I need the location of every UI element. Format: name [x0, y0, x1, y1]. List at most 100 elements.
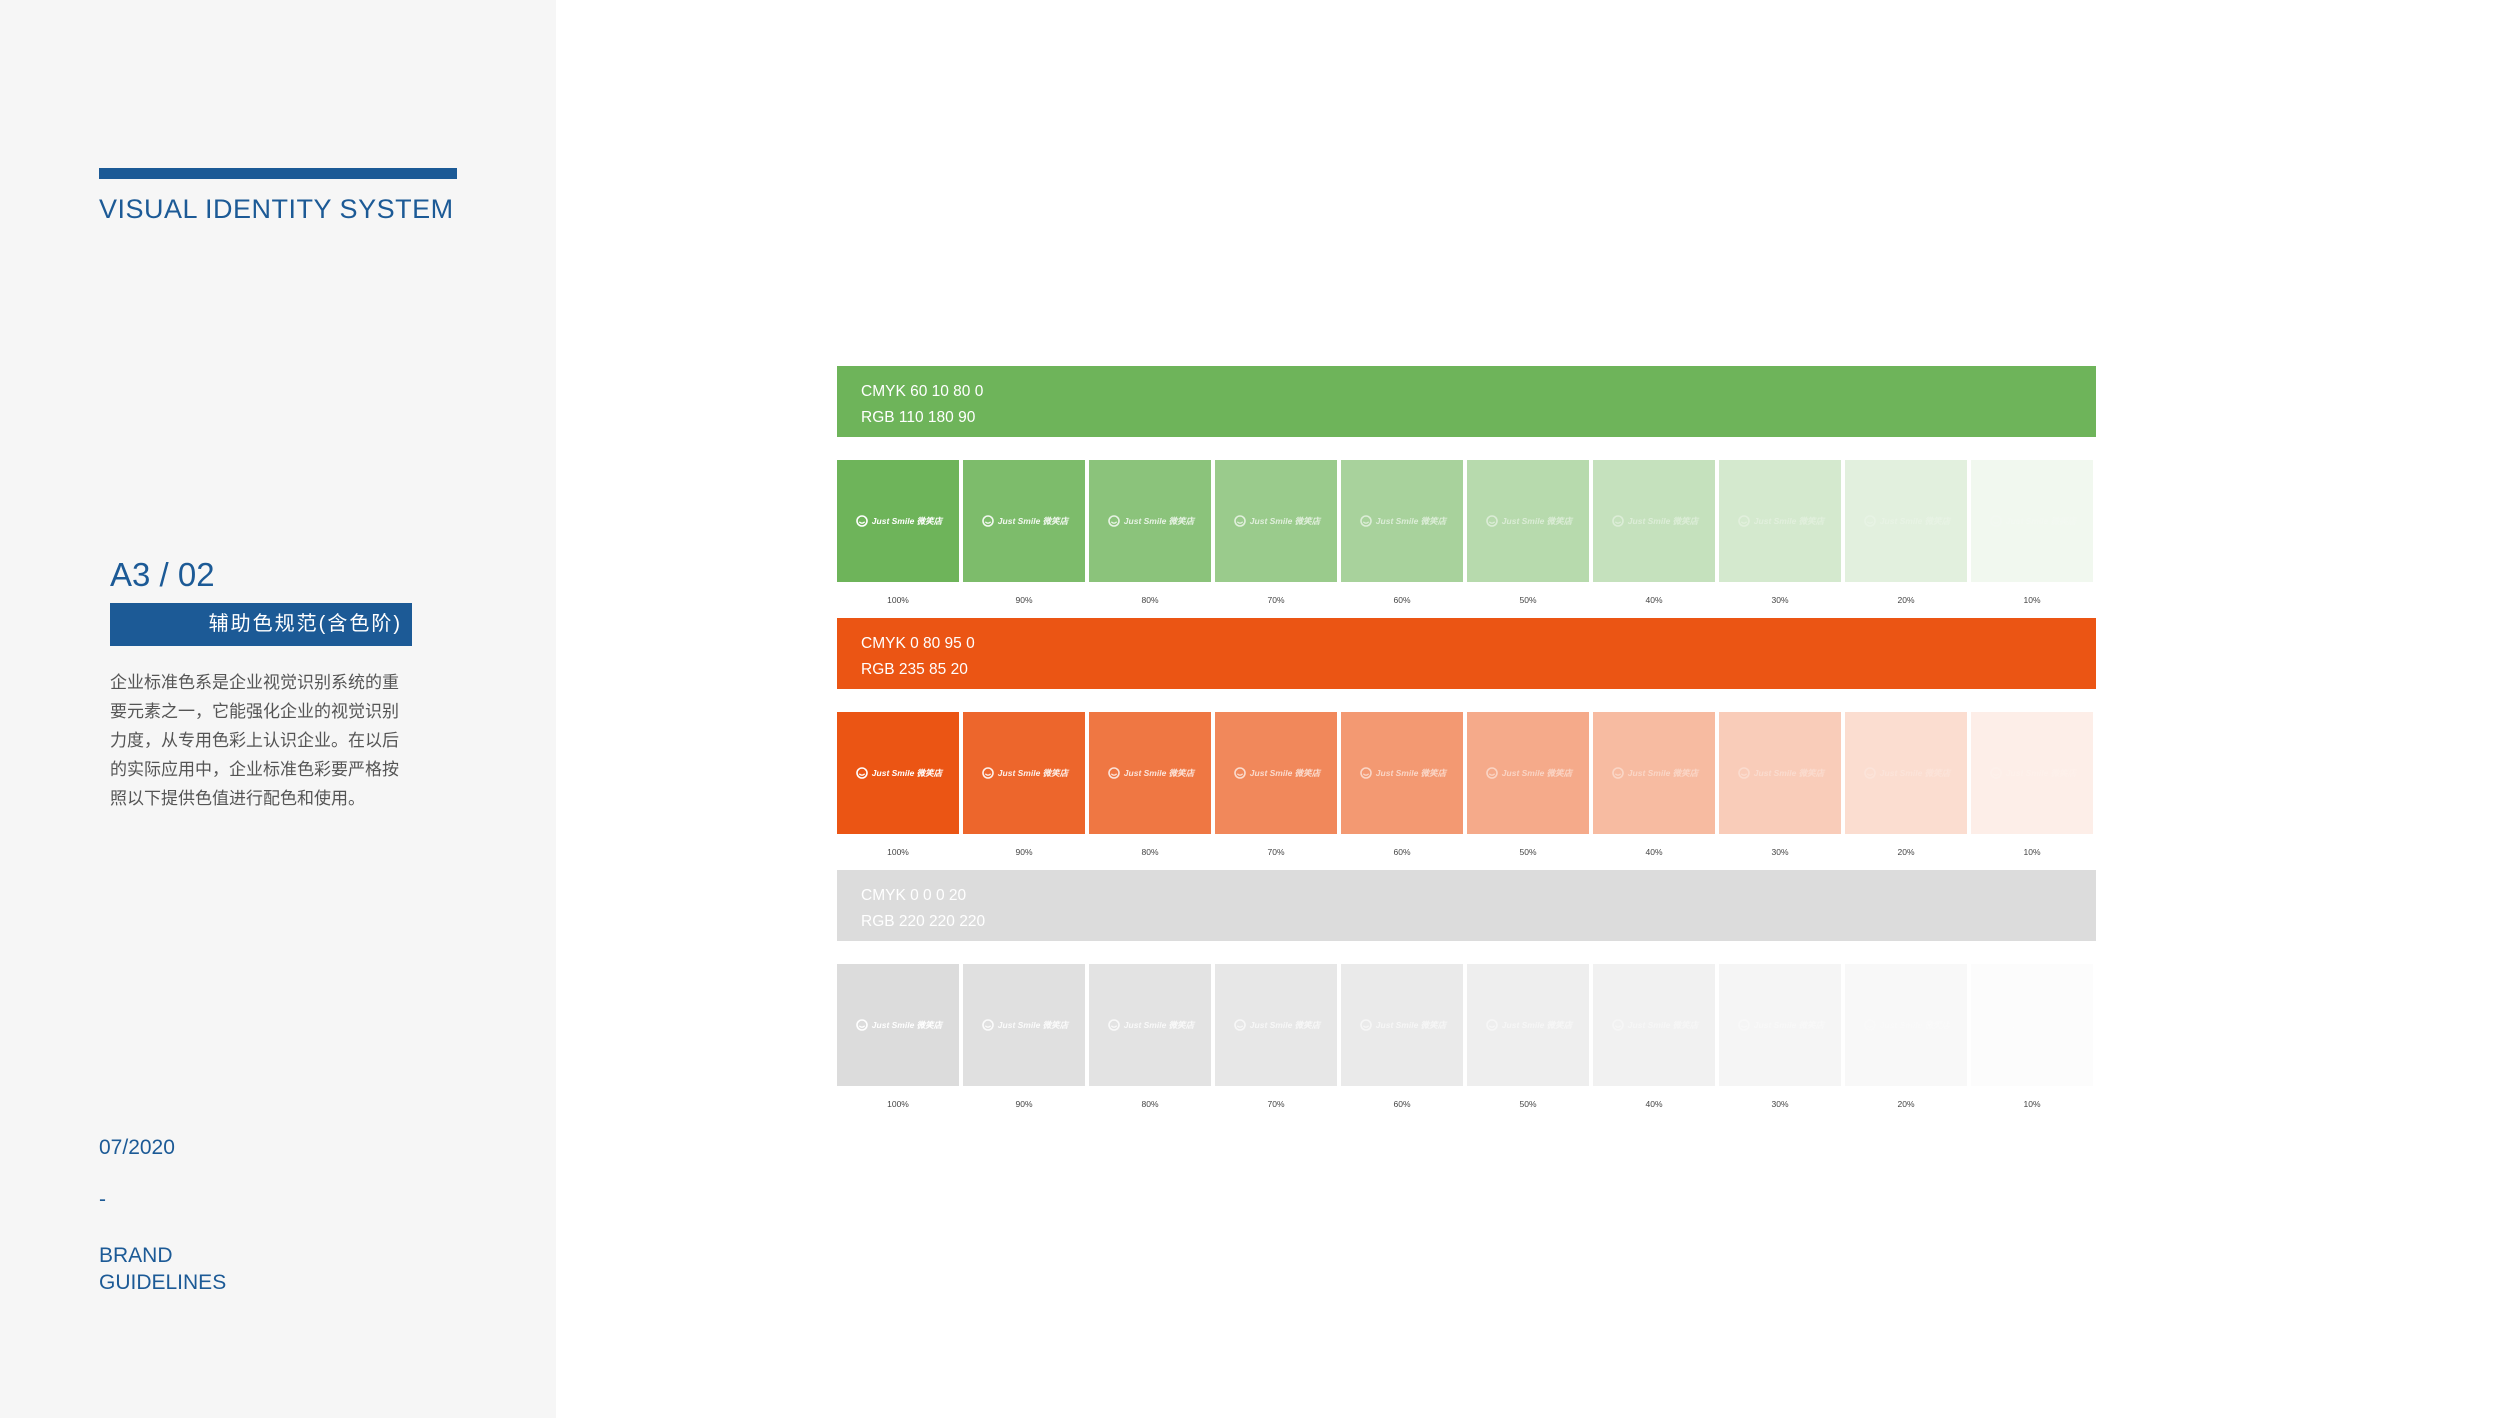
- smile-icon: [855, 515, 868, 527]
- tint-swatch: Just Smile 微笑店: [963, 712, 1085, 834]
- green-color-bar: CMYK 60 10 80 0 RGB 110 180 90: [837, 366, 2096, 437]
- smile-icon: [1863, 767, 1876, 779]
- brand-logo: Just Smile 微笑店: [1484, 1019, 1572, 1031]
- tint-column: Just Smile 微笑店 10%: [1971, 712, 2093, 857]
- logo-text: Just Smile 微笑店: [2005, 768, 2077, 778]
- brand-logo: Just Smile 微笑店: [1988, 1019, 2076, 1031]
- tint-percent-label: 60%: [1393, 595, 1411, 605]
- section-description: 企业标准色系是企业视觉识别系统的重要元素之一，它能强化企业的视觉识别力度，从专用…: [110, 673, 399, 808]
- header-rule: [99, 168, 457, 179]
- tint-swatch: Just Smile 微笑店: [1971, 712, 2093, 834]
- tint-percent-label: 60%: [1393, 847, 1411, 857]
- smile-icon: [1359, 767, 1372, 779]
- tint-percent-label: 90%: [1015, 847, 1033, 857]
- tint-column: Just Smile 微笑店 10%: [1971, 460, 2093, 605]
- header-title: VISUAL IDENTITY SYSTEM: [99, 194, 454, 224]
- tint-column: Just Smile 微笑店 80%: [1089, 964, 1211, 1109]
- logo-text: Just Smile 微笑店: [997, 1020, 1069, 1030]
- logo-text: Just Smile 微笑店: [871, 516, 943, 526]
- brand-logo: Just Smile 微笑店: [1610, 767, 1698, 779]
- tint-swatch: Just Smile 微笑店: [1467, 460, 1589, 582]
- logo-text: Just Smile 微笑店: [1627, 516, 1699, 526]
- smile-icon: [1611, 1019, 1624, 1031]
- tint-swatch: Just Smile 微笑店: [1467, 964, 1589, 1086]
- tint-swatch: Just Smile 微笑店: [1845, 712, 1967, 834]
- brand-logo: Just Smile 微笑店: [1862, 767, 1950, 779]
- tint-column: Just Smile 微笑店 50%: [1467, 964, 1589, 1109]
- tint-column: Just Smile 微笑店 100%: [837, 712, 959, 857]
- tint-column: Just Smile 微笑店 30%: [1719, 964, 1841, 1109]
- tint-percent-label: 80%: [1141, 595, 1159, 605]
- smile-icon: [981, 767, 994, 779]
- brand-logo: Just Smile 微笑店: [1988, 767, 2076, 779]
- tint-swatch: Just Smile 微笑店: [1089, 712, 1211, 834]
- tint-column: Just Smile 微笑店 80%: [1089, 460, 1211, 605]
- tint-column: Just Smile 微笑店 60%: [1341, 712, 1463, 857]
- orange-tint-row: Just Smile 微笑店 100% Just Smile 微笑店 90% Just …: [837, 712, 2096, 857]
- footer-date: 07/2020: [99, 1136, 175, 1159]
- smile-icon: [1989, 515, 2002, 527]
- tint-swatch: Just Smile 微笑店: [1341, 460, 1463, 582]
- brand-logo: Just Smile 微笑店: [1358, 1019, 1446, 1031]
- tint-swatch: Just Smile 微笑店: [1467, 712, 1589, 834]
- smile-icon: [1359, 515, 1372, 527]
- tint-percent-label: 30%: [1771, 847, 1789, 857]
- tint-swatch: Just Smile 微笑店: [1593, 964, 1715, 1086]
- logo-text: Just Smile 微笑店: [997, 768, 1069, 778]
- tint-percent-label: 50%: [1519, 595, 1537, 605]
- smile-icon: [981, 1019, 994, 1031]
- green-tint-row: Just Smile 微笑店 100% Just Smile 微笑店 90% Just …: [837, 460, 2096, 605]
- brand-logo: Just Smile 微笑店: [980, 1019, 1068, 1031]
- smile-icon: [1359, 1019, 1372, 1031]
- brand-logo: Just Smile 微笑店: [1232, 767, 1320, 779]
- tint-percent-label: 40%: [1645, 595, 1663, 605]
- brand-logo: Just Smile 微笑店: [1862, 1019, 1950, 1031]
- gray-color-bar: CMYK 0 0 0 20 RGB 220 220 220: [837, 870, 2096, 941]
- logo-text: Just Smile 微笑店: [1879, 1020, 1951, 1030]
- sidebar: VISUAL IDENTITY SYSTEM A3 / 02 辅助色规范(含色阶…: [0, 0, 556, 1418]
- tint-column: Just Smile 微笑店 80%: [1089, 712, 1211, 857]
- brand-logo: Just Smile 微笑店: [1736, 767, 1824, 779]
- brand-logo: Just Smile 微笑店: [854, 515, 942, 527]
- logo-text: Just Smile 微笑店: [1123, 516, 1195, 526]
- tint-column: Just Smile 微笑店 30%: [1719, 460, 1841, 605]
- smile-icon: [1107, 515, 1120, 527]
- tint-column: Just Smile 微笑店 40%: [1593, 460, 1715, 605]
- logo-text: Just Smile 微笑店: [1753, 1020, 1825, 1030]
- brand-logo: Just Smile 微笑店: [1358, 515, 1446, 527]
- orange-color-group: CMYK 0 80 95 0 RGB 235 85 20 Just Smile …: [837, 618, 2096, 857]
- brand-logo: Just Smile 微笑店: [1232, 1019, 1320, 1031]
- footer-brand-line1: BRAND: [99, 1244, 173, 1267]
- logo-text: Just Smile 微笑店: [997, 516, 1069, 526]
- tint-percent-label: 40%: [1645, 1099, 1663, 1109]
- tint-swatch: Just Smile 微笑店: [837, 460, 959, 582]
- tint-percent-label: 80%: [1141, 1099, 1159, 1109]
- tint-swatch: Just Smile 微笑店: [837, 964, 959, 1086]
- footer-separator: -: [99, 1188, 106, 1211]
- brand-logo: Just Smile 微笑店: [854, 1019, 942, 1031]
- tint-percent-label: 10%: [2023, 595, 2041, 605]
- tint-percent-label: 30%: [1771, 1099, 1789, 1109]
- tint-swatch: Just Smile 微笑店: [1845, 460, 1967, 582]
- tint-percent-label: 90%: [1015, 1099, 1033, 1109]
- gray-cmyk-value: CMYK 0 0 0 20: [861, 887, 967, 904]
- logo-text: Just Smile 微笑店: [1375, 1020, 1447, 1030]
- brand-logo: Just Smile 微笑店: [1106, 1019, 1194, 1031]
- smile-icon: [1233, 767, 1246, 779]
- tint-column: Just Smile 微笑店 70%: [1215, 712, 1337, 857]
- orange-rgb-value: RGB 235 85 20: [861, 661, 968, 678]
- tint-swatch: Just Smile 微笑店: [1593, 712, 1715, 834]
- logo-text: Just Smile 微笑店: [1123, 1020, 1195, 1030]
- smile-icon: [855, 1019, 868, 1031]
- smile-icon: [1737, 767, 1750, 779]
- tint-column: Just Smile 微笑店 90%: [963, 964, 1085, 1109]
- brand-logo: Just Smile 微笑店: [1106, 515, 1194, 527]
- tint-swatch: Just Smile 微笑店: [1215, 712, 1337, 834]
- logo-text: Just Smile 微笑店: [1753, 516, 1825, 526]
- gray-rgb-value: RGB 220 220 220: [861, 913, 986, 930]
- logo-text: Just Smile 微笑店: [1249, 516, 1321, 526]
- logo-text: Just Smile 微笑店: [2005, 1020, 2077, 1030]
- brand-logo: Just Smile 微笑店: [980, 515, 1068, 527]
- smile-icon: [1611, 767, 1624, 779]
- section-label: 辅助色规范(含色阶): [110, 603, 412, 646]
